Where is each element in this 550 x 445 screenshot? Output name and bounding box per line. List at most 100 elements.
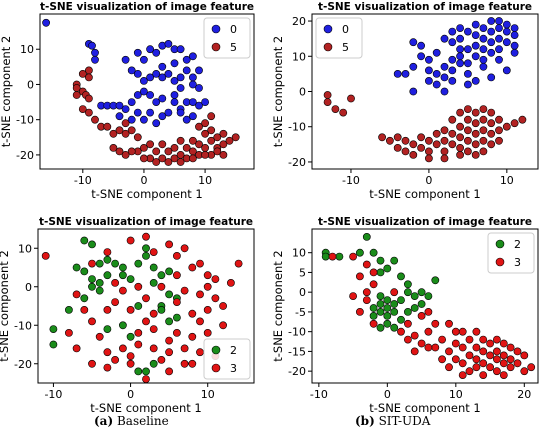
point-series-3 (188, 359, 197, 368)
point-series-3 (111, 278, 119, 287)
chart-title: t-SNE visualization of image feature (40, 1, 254, 13)
chart-title: t-SNE visualization of image feature (318, 216, 532, 228)
point-series-5 (115, 147, 124, 156)
point-series-0 (432, 48, 441, 57)
point-series-5 (115, 126, 124, 135)
point-series-3 (451, 339, 460, 348)
point-series-0 (479, 62, 488, 71)
point-series-3 (188, 263, 197, 272)
point-series-3 (180, 286, 189, 295)
point-series-3 (111, 298, 119, 306)
point-series-0 (91, 55, 99, 64)
point-series-3 (492, 335, 501, 344)
point-series-5 (432, 129, 441, 138)
point-series-0 (188, 112, 197, 121)
legend-marker (323, 42, 333, 52)
point-series-3 (203, 271, 212, 280)
point-series-3 (149, 248, 158, 256)
point-series-5 (440, 147, 449, 156)
point-series-5 (225, 136, 234, 145)
point-series-3 (472, 363, 481, 372)
point-series-5 (495, 136, 503, 145)
point-series-2 (149, 359, 158, 368)
point-series-0 (127, 66, 136, 75)
point-series-0 (495, 34, 503, 43)
caption-b-text: SIT-UDA (378, 414, 431, 428)
point-series-3 (126, 352, 135, 360)
point-series-2 (397, 272, 405, 281)
point-series-5 (219, 129, 228, 138)
point-series-5 (502, 122, 511, 131)
point-series-3 (451, 355, 460, 364)
point-series-3 (520, 367, 529, 376)
point-series-3 (513, 359, 522, 368)
point-series-0 (188, 52, 197, 61)
point-series-0 (133, 108, 142, 117)
point-series-5 (127, 126, 136, 135)
point-series-3 (88, 359, 96, 368)
point-series-2 (165, 317, 173, 326)
point-series-2 (134, 302, 143, 310)
point-series-5 (463, 126, 472, 135)
point-series-3 (80, 305, 89, 314)
point-series-2 (119, 271, 127, 280)
point-series-3 (492, 347, 501, 356)
point-series-0 (471, 77, 480, 85)
panel-b-top: t-SNE visualization of image feature -10 0… (271, 1, 539, 201)
point-series-0 (182, 55, 191, 64)
point-series-2 (157, 271, 166, 280)
point-series-3 (103, 348, 112, 357)
y-axis-label: t-SNE component 2 (271, 36, 285, 148)
point-series-3 (438, 335, 446, 344)
point-series-3 (362, 260, 371, 269)
point-series-0 (164, 40, 173, 48)
point-series-5 (401, 147, 410, 156)
point-series-0 (487, 48, 496, 57)
legend-marker (323, 24, 333, 34)
point-series-0 (424, 55, 433, 64)
legend: 05 (203, 17, 251, 59)
x-tick-label: 10 (198, 174, 212, 187)
point-series-0 (456, 24, 464, 32)
caption-a: (a) Baseline (94, 414, 169, 428)
point-series-3 (472, 327, 481, 336)
point-series-2 (383, 264, 392, 273)
point-series-2 (383, 319, 392, 328)
point-series-0 (176, 108, 185, 117)
point-series-5 (339, 108, 348, 117)
point-series-0 (424, 66, 433, 75)
point-series-3 (165, 240, 173, 249)
point-series-5 (378, 133, 386, 142)
point-series-0 (456, 45, 464, 54)
point-series-5 (152, 158, 161, 166)
point-series-2 (376, 323, 385, 332)
point-series-5 (121, 129, 130, 138)
point-series-0 (121, 105, 130, 113)
chart-title: t-SNE visualization of image feature (39, 216, 253, 228)
y-tick-label: -10 (288, 326, 306, 339)
point-series-5 (440, 126, 449, 135)
point-series-5 (456, 108, 464, 117)
point-series-3 (196, 348, 204, 357)
point-series-3 (41, 251, 50, 260)
point-series-0 (195, 101, 203, 110)
legend-box (203, 17, 251, 59)
point-series-0 (471, 41, 480, 50)
point-series-0 (463, 70, 472, 78)
point-series-0 (502, 66, 511, 75)
point-series-0 (158, 62, 167, 71)
point-series-5 (72, 91, 81, 99)
point-series-0 (170, 91, 179, 99)
point-series-3 (65, 328, 73, 337)
point-series-2 (88, 275, 96, 283)
point-series-0 (417, 41, 425, 50)
legend-marker (495, 239, 505, 249)
point-series-2 (335, 252, 344, 261)
legend-label: 2 (514, 238, 521, 251)
point-series-5 (456, 143, 464, 152)
point-series-0 (456, 59, 464, 68)
point-series-3 (362, 296, 371, 304)
point-series-2 (369, 248, 378, 257)
point-series-3 (403, 335, 412, 344)
point-series-0 (463, 59, 472, 68)
